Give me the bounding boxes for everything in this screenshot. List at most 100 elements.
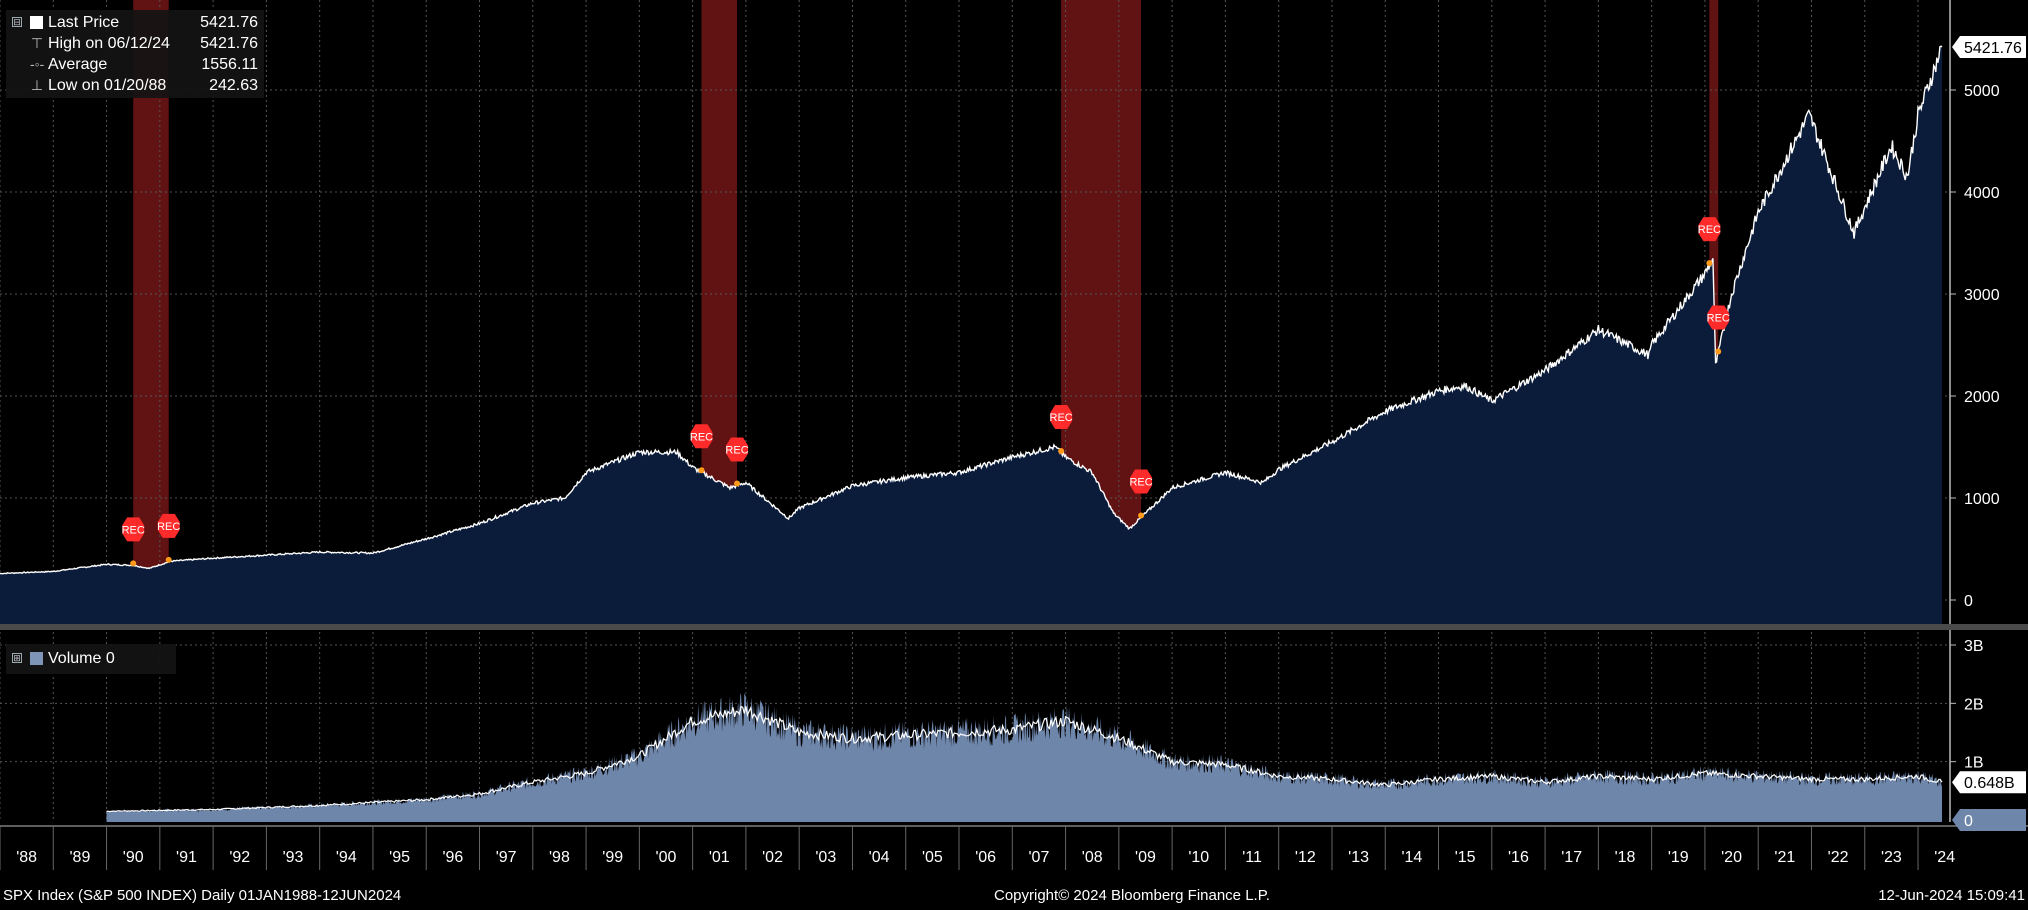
legend-low: ⊥ Low on 01/20/88 242.63 — [6, 75, 264, 96]
footer-copyright: Copyright© 2024 Bloomberg Finance L.P. — [994, 887, 1270, 904]
rec-marker: REC — [122, 517, 145, 567]
rec-marker-octagon — [690, 424, 713, 449]
rec-marker-label: REC — [1707, 313, 1730, 325]
rec-marker: REC — [1129, 469, 1153, 519]
x-tick-label: '22 — [1828, 849, 1849, 866]
volume-ytick-label: 1B — [1964, 755, 1984, 772]
x-tick-label: '10 — [1188, 849, 1209, 866]
price-ytick-label: 0 — [1964, 593, 1973, 610]
x-tick-label: '06 — [975, 849, 996, 866]
x-tick-label: '21 — [1774, 849, 1795, 866]
panel-separator — [0, 624, 2028, 630]
footer-security: SPX Index (S&P 500 INDEX) Daily 01JAN198… — [3, 887, 402, 904]
x-tick-label: '04 — [869, 849, 890, 866]
x-tick-label: '89 — [69, 849, 90, 866]
x-tick-label: '97 — [496, 849, 517, 866]
price-last-value-text: 5421.76 — [1964, 40, 2022, 57]
rec-marker-dot — [734, 480, 741, 487]
axes — [0, 0, 2028, 827]
volume-area — [106, 693, 1943, 822]
volume-zero-value-text: 0 — [1964, 813, 1973, 830]
x-tick-label: '00 — [656, 849, 677, 866]
rec-marker-label: REC — [1050, 412, 1073, 424]
rec-marker-octagon — [122, 517, 145, 542]
x-tick-label: '14 — [1401, 849, 1422, 866]
volume-ytick-label: 2B — [1964, 696, 1984, 713]
x-tick-label: '02 — [762, 849, 783, 866]
x-tick-label: '09 — [1135, 849, 1156, 866]
price-area — [0, 46, 1943, 624]
x-tick-label: '08 — [1082, 849, 1103, 866]
last-value-labels: 5421.76 0.648B 0 — [1952, 35, 2026, 831]
x-tick-label: '19 — [1668, 849, 1689, 866]
rec-marker-dot — [1715, 348, 1722, 355]
rec-marker-dot — [165, 556, 172, 563]
price-line — [0, 45, 1943, 575]
recession-bands — [133, 0, 1719, 624]
legend-high: ⊤ High on 06/12/24 5421.76 — [6, 33, 264, 54]
rec-marker-label: REC — [1698, 224, 1721, 236]
low-value: 242.63 — [209, 77, 258, 94]
rec-marker-dot — [1706, 260, 1713, 267]
average-marker-icon: -◦- — [30, 56, 45, 72]
x-tick-label: '05 — [922, 849, 943, 866]
price-ytick-label: 1000 — [1964, 491, 2000, 508]
volume-line — [106, 705, 1943, 813]
volume-swatch-icon — [30, 652, 43, 665]
volume-ytick-label: 3B — [1964, 638, 1984, 655]
rec-marker-octagon — [157, 513, 180, 538]
rec-marker-label: REC — [1129, 477, 1152, 489]
rec-marker-octagon — [1707, 305, 1730, 330]
x-tick-label: '92 — [229, 849, 250, 866]
rec-marker-octagon — [1130, 469, 1153, 494]
rec-marker-dot — [1058, 447, 1065, 454]
tick-labels: 0 1000 2000 3000 4000 5000 1B 2B 3B '88 '89 '90 '91 '… — [0, 83, 2000, 870]
rec-marker: REC — [1698, 217, 1721, 267]
x-tick-label: '01 — [709, 849, 730, 866]
rec-marker-label: REC — [690, 431, 713, 443]
rec-marker: REC — [1707, 305, 1730, 355]
recession-markers: REC REC REC REC REC REC REC REC — [122, 217, 1730, 567]
rec-marker-dot — [698, 467, 705, 474]
last-price-swatch-icon — [30, 16, 43, 29]
x-tick-label: '20 — [1721, 849, 1742, 866]
rec-marker: REC — [157, 513, 180, 563]
x-tick-label: '91 — [176, 849, 197, 866]
volume-label: Volume 0 — [48, 650, 115, 667]
x-tick-label: '16 — [1508, 849, 1529, 866]
x-tick-label: '17 — [1561, 849, 1582, 866]
price-last-value-box — [1952, 35, 2026, 58]
rec-marker: REC — [1050, 404, 1073, 454]
rec-marker-octagon — [1050, 404, 1073, 429]
rec-marker: REC — [725, 437, 749, 487]
price-legend: ⊟ Last Price 5421.76 ⊤ High on 06/12/24 … — [6, 10, 264, 98]
low-label: Low on 01/20/88 — [48, 77, 167, 94]
legend-last-price: ⊟ Last Price 5421.76 — [6, 12, 264, 33]
x-tick-label: '24 — [1934, 849, 1955, 866]
volume-zero-value: 0 — [1952, 809, 2026, 831]
rec-marker-octagon — [1698, 217, 1721, 242]
high-label: High on 06/12/24 — [48, 35, 170, 52]
x-tick-label: '88 — [16, 849, 37, 866]
volume-last-value-box — [1952, 771, 2026, 794]
volume-zero-value-box — [1952, 809, 2026, 831]
x-tick-label: '23 — [1881, 849, 1902, 866]
expand-icon[interactable]: ⊞ — [12, 653, 22, 663]
rec-marker-label: REC — [725, 445, 748, 457]
x-tick-label: '03 — [815, 849, 836, 866]
legend-volume: ⊞ Volume 0 — [6, 648, 176, 669]
last-price-value: 5421.76 — [200, 14, 258, 31]
rec-marker-label: REC — [157, 521, 180, 533]
volume-legend: ⊞ Volume 0 — [6, 644, 176, 674]
x-tick-label: '12 — [1295, 849, 1316, 866]
collapse-icon[interactable]: ⊟ — [12, 17, 22, 27]
x-tick-label: '11 — [1242, 849, 1262, 866]
rec-marker: REC — [690, 424, 713, 474]
x-tick-label: '93 — [283, 849, 304, 866]
rec-marker-label: REC — [122, 524, 145, 536]
price-ytick-label: 3000 — [1964, 287, 2000, 304]
x-tick-label: '94 — [336, 849, 357, 866]
low-marker-icon: ⊥ — [30, 77, 44, 93]
x-tick-label: '95 — [389, 849, 410, 866]
x-tick-label: '90 — [123, 849, 144, 866]
